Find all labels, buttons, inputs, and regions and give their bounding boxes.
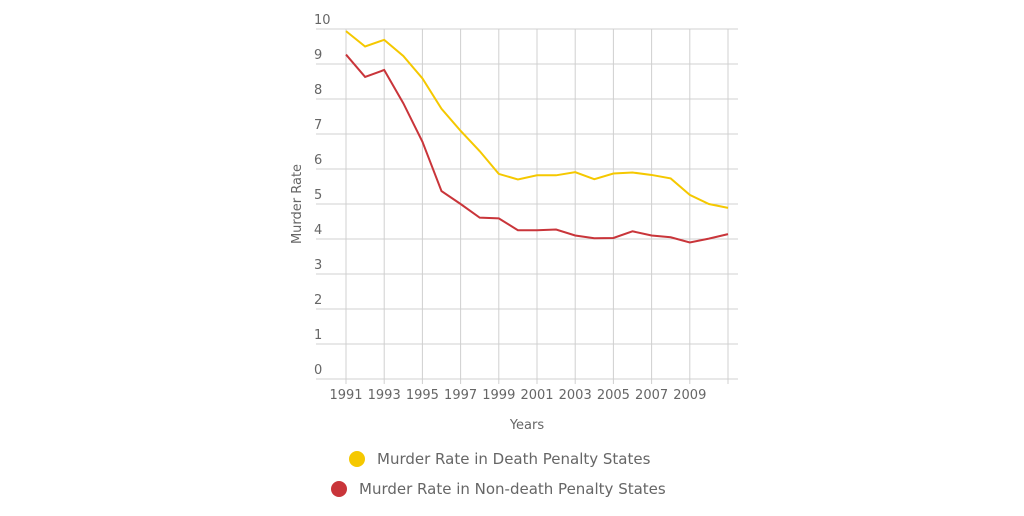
y-tick-label: 5 [314, 188, 322, 203]
legend-label: Murder Rate in Death Penalty States [377, 450, 651, 468]
legend-marker [349, 451, 365, 467]
y-tick-label: 8 [314, 83, 322, 98]
x-tick-label: 1995 [406, 388, 439, 403]
y-tick-label: 0 [314, 363, 322, 378]
y-tick-label: 9 [314, 48, 322, 63]
y-axis-label: Murder Rate [290, 164, 305, 244]
y-tick-label: 2 [314, 293, 322, 308]
legend-label: Murder Rate in Non-death Penalty States [359, 480, 666, 498]
x-tick-label: 2003 [559, 388, 592, 403]
legend-marker [331, 481, 347, 497]
y-tick-label: 6 [314, 153, 322, 168]
x-tick-label: 1999 [482, 388, 515, 403]
x-tick-label: 1991 [329, 388, 362, 403]
y-tick-label: 7 [314, 118, 322, 133]
series-line [345, 53, 729, 244]
y-tick-label: 10 [314, 13, 331, 28]
x-tick-label: 2005 [597, 388, 630, 403]
y-tick-label: 1 [314, 328, 322, 343]
x-tick-label: 1993 [368, 388, 401, 403]
x-axis-label: Years [509, 418, 545, 433]
x-tick-label: 2001 [520, 388, 553, 403]
x-tick-label: 1997 [444, 388, 477, 403]
x-tick-label: 2007 [635, 388, 668, 403]
series-line [345, 30, 729, 209]
y-tick-label: 3 [314, 258, 322, 273]
y-tick-label: 4 [314, 223, 322, 238]
x-tick-label: 2009 [673, 388, 706, 403]
